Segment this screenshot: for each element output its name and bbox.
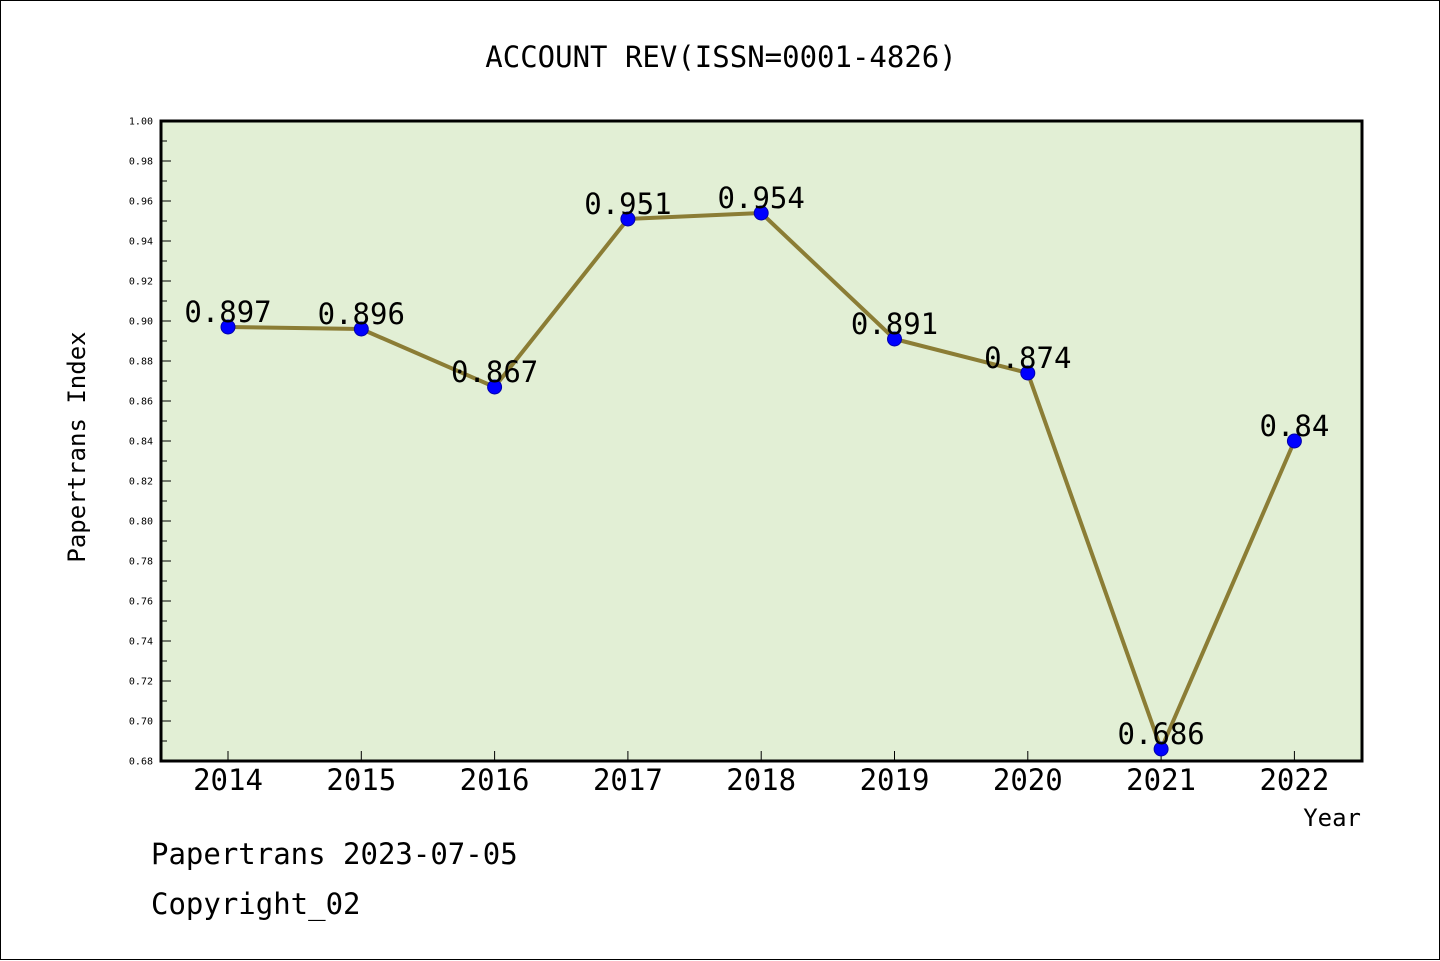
x-tick-label: 2015 bbox=[326, 763, 396, 797]
y-tick-label: 0.90 bbox=[129, 317, 153, 328]
data-point bbox=[753, 205, 769, 221]
y-tick-label: 0.68 bbox=[129, 757, 153, 768]
y-axis: 0.68 0.70 0.72 0.74 0.76 0.78 0.80 0.82 0.84 0.86… bbox=[129, 117, 171, 768]
y-axis-label: Papertrans Index bbox=[63, 331, 91, 562]
data-label: 0.891 bbox=[851, 307, 938, 341]
data-point bbox=[487, 379, 503, 395]
y-tick-label: 0.92 bbox=[129, 277, 153, 288]
data-point bbox=[1153, 741, 1169, 757]
data-point bbox=[1020, 365, 1036, 381]
y-tick-label: 1.00 bbox=[129, 117, 153, 128]
x-tick-label: 2019 bbox=[860, 763, 930, 797]
data-point bbox=[220, 319, 236, 335]
y-tick-label: 0.76 bbox=[129, 597, 153, 608]
data-label: 0.867 bbox=[451, 355, 538, 389]
data-point bbox=[887, 331, 902, 347]
data-point bbox=[620, 211, 636, 227]
footer-copyright-text: Copyright_02 bbox=[151, 887, 361, 921]
x-tick-label: 2018 bbox=[726, 763, 796, 797]
x-tick-label: 2021 bbox=[1126, 763, 1196, 797]
x-tick-label: 2022 bbox=[1259, 763, 1329, 797]
y-tick-label: 0.84 bbox=[129, 437, 153, 448]
data-label: 0.686 bbox=[1117, 717, 1204, 751]
x-axis-label: Year bbox=[1303, 804, 1361, 832]
y-tick-label: 0.96 bbox=[129, 197, 153, 208]
y-tick-label: 0.98 bbox=[129, 157, 153, 168]
plot-area bbox=[159, 119, 1364, 763]
y-tick-label: 0.70 bbox=[129, 717, 153, 728]
y-tick-label: 0.74 bbox=[129, 637, 153, 648]
x-axis: 2014 2015 2016 2017 2018 2019 2020 2021 2022 bbox=[193, 751, 1329, 797]
chart-title: ACCOUNT REV(ISSN=0001-4826) bbox=[485, 40, 956, 74]
footer-date-text: Papertrans 2023-07-05 bbox=[151, 837, 518, 871]
x-tick-label: 2020 bbox=[993, 763, 1063, 797]
data-label: 0.897 bbox=[184, 295, 271, 329]
data-point bbox=[1286, 433, 1302, 449]
y-tick-label: 0.94 bbox=[129, 237, 153, 248]
data-labels: 0.897 0.896 0.867 0.951 0.954 0.891 0.874 0.686… bbox=[184, 181, 1329, 751]
data-label: 0.896 bbox=[318, 297, 405, 331]
y-tick-label: 0.78 bbox=[129, 557, 153, 568]
x-tick-label: 2016 bbox=[460, 763, 530, 797]
x-tick-label: 2017 bbox=[593, 763, 663, 797]
data-points bbox=[220, 205, 1302, 757]
x-tick-label: 2014 bbox=[193, 763, 263, 797]
data-label: 0.954 bbox=[718, 181, 805, 215]
data-label: 0.951 bbox=[584, 187, 671, 221]
data-label: 0.874 bbox=[984, 341, 1071, 375]
data-point bbox=[353, 321, 369, 337]
y-tick-label: 0.88 bbox=[129, 357, 153, 368]
y-tick-label: 0.86 bbox=[129, 397, 153, 408]
y-tick-label: 0.80 bbox=[129, 517, 153, 528]
data-label: 0.84 bbox=[1259, 409, 1329, 443]
y-tick-label: 0.82 bbox=[129, 477, 153, 488]
y-tick-label: 0.72 bbox=[129, 677, 153, 688]
